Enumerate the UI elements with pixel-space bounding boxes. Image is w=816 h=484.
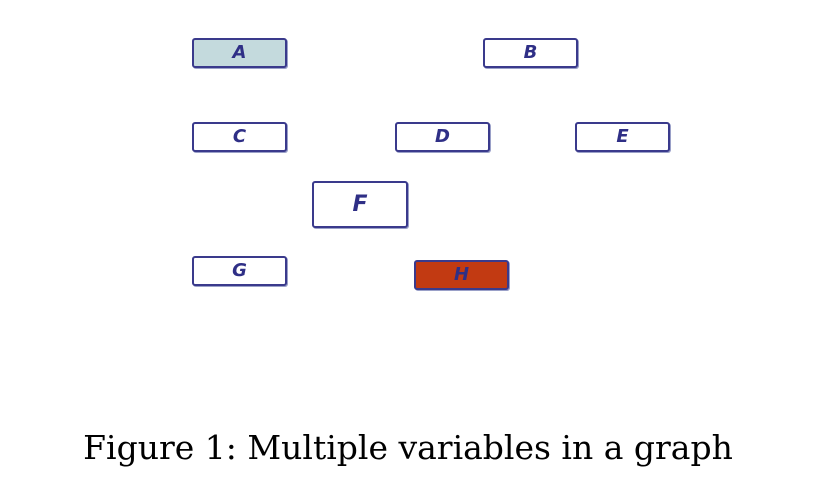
node-f[interactable]: F bbox=[312, 181, 408, 228]
figure-caption: Figure 1: Multiple variables in a graph bbox=[83, 428, 733, 467]
node-d[interactable]: D bbox=[395, 122, 490, 152]
node-e[interactable]: E bbox=[575, 122, 670, 152]
node-g[interactable]: G bbox=[192, 256, 287, 286]
node-b[interactable]: B bbox=[483, 38, 578, 68]
graph-diagram: A B C D E F G H bbox=[192, 38, 670, 290]
node-c[interactable]: C bbox=[192, 122, 287, 152]
node-h[interactable]: H bbox=[414, 260, 509, 290]
node-a[interactable]: A bbox=[192, 38, 287, 68]
